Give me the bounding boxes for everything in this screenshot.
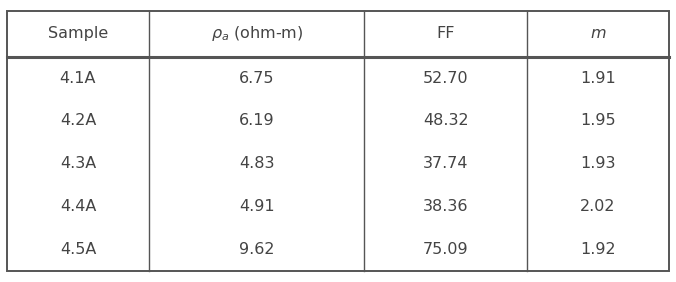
Text: 1.91: 1.91 — [580, 70, 616, 85]
Text: 6.19: 6.19 — [239, 113, 274, 128]
Text: 4.3A: 4.3A — [60, 156, 96, 171]
Text: 1.93: 1.93 — [580, 156, 616, 171]
Text: $m$: $m$ — [589, 27, 606, 41]
Text: 38.36: 38.36 — [423, 199, 468, 214]
Text: 48.32: 48.32 — [423, 113, 468, 128]
Text: 6.75: 6.75 — [239, 70, 274, 85]
Text: 4.5A: 4.5A — [59, 242, 96, 257]
Text: $\rho_a$ (ohm-m): $\rho_a$ (ohm-m) — [211, 25, 303, 43]
Text: 1.92: 1.92 — [580, 242, 616, 257]
Text: 4.1A: 4.1A — [59, 70, 96, 85]
Text: 4.4A: 4.4A — [59, 199, 96, 214]
Text: 9.62: 9.62 — [239, 242, 274, 257]
Text: 1.95: 1.95 — [580, 113, 616, 128]
Text: 75.09: 75.09 — [423, 242, 468, 257]
Text: 4.91: 4.91 — [239, 199, 274, 214]
Text: FF: FF — [437, 27, 455, 41]
Text: 52.70: 52.70 — [423, 70, 468, 85]
Text: 2.02: 2.02 — [580, 199, 616, 214]
Text: 4.2A: 4.2A — [59, 113, 96, 128]
Text: Sample: Sample — [48, 27, 108, 41]
Text: 37.74: 37.74 — [423, 156, 468, 171]
Text: 4.83: 4.83 — [239, 156, 274, 171]
